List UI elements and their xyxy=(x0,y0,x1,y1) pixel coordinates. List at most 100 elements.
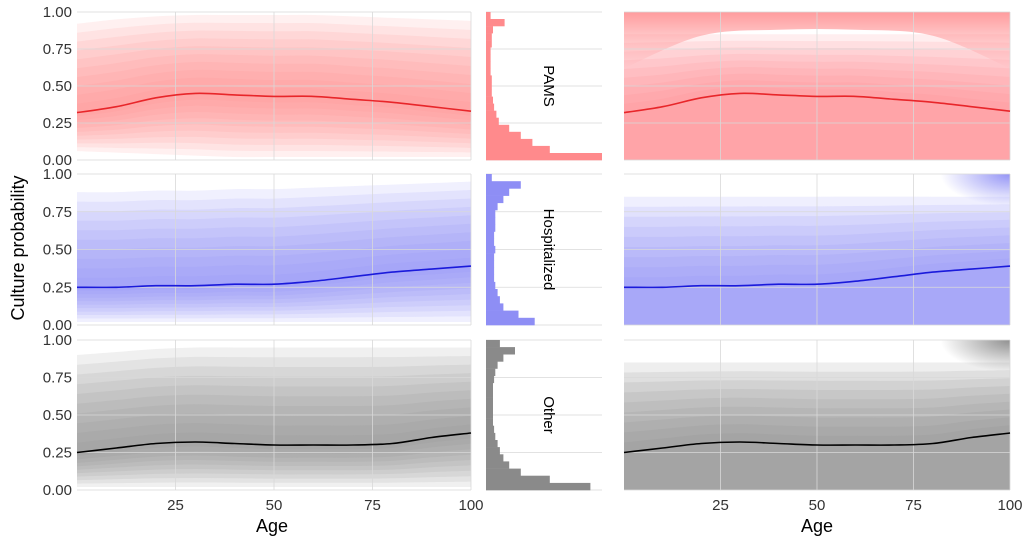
histogram-bar xyxy=(486,375,495,384)
histogram-bar xyxy=(486,224,496,232)
histogram-bar xyxy=(486,33,492,41)
histogram-bar xyxy=(486,447,500,455)
histogram-bar xyxy=(486,245,496,254)
y-tick-label: 0.25 xyxy=(43,115,72,132)
y-tick-label: 0.25 xyxy=(43,445,72,462)
gridlines xyxy=(77,11,472,161)
histogram-bar xyxy=(486,361,498,369)
y-tick-label: 0.75 xyxy=(43,204,72,221)
histogram-bar xyxy=(486,411,493,419)
gridlines xyxy=(624,173,1011,326)
y-tick-label: 1.00 xyxy=(43,4,72,21)
x-axis-title-right: Age xyxy=(801,516,833,536)
histogram-bar xyxy=(486,145,550,154)
histogram-bar xyxy=(486,390,493,398)
left-panel-other xyxy=(76,339,472,491)
right-panel-other xyxy=(623,339,1011,491)
histogram-bar xyxy=(486,238,495,247)
y-tick-label: 0.50 xyxy=(43,407,72,424)
histogram-bar xyxy=(486,289,498,297)
left-panel-pams xyxy=(76,11,472,161)
histogram-bar xyxy=(486,382,493,391)
y-tick-label: 0.50 xyxy=(43,78,72,95)
y-tick-label: 0.75 xyxy=(43,370,72,387)
histogram-bar xyxy=(486,174,492,182)
histogram-bar xyxy=(486,47,491,55)
histogram-bar xyxy=(486,188,510,196)
histogram-bar xyxy=(486,482,591,491)
corner-density xyxy=(894,340,1010,393)
histogram-bar xyxy=(486,267,495,275)
y-axis-title: Culture probability xyxy=(8,175,28,320)
histogram-bar xyxy=(486,440,498,448)
histogram-bar xyxy=(486,354,504,362)
histogram-bar xyxy=(486,61,491,69)
histogram-bar xyxy=(486,340,500,348)
histogram-bar xyxy=(486,40,492,48)
histogram-bar xyxy=(486,418,493,426)
x-tick-label-right: 75 xyxy=(905,497,922,514)
histogram-bar xyxy=(486,117,499,125)
x-tick-label-left: 75 xyxy=(364,497,381,514)
y-tick-label: 1.00 xyxy=(43,332,72,349)
histogram-bar xyxy=(486,138,533,147)
plot-layer: PAMS Hospitalized Other xyxy=(76,11,1011,491)
y-tick-label: 0.50 xyxy=(43,242,72,259)
mean-curve-other xyxy=(76,432,472,454)
y-tick-label: 0.00 xyxy=(43,152,72,169)
histogram-bar xyxy=(486,131,521,140)
gridlines xyxy=(624,339,1011,491)
histogram-bar xyxy=(486,110,497,118)
gridlines xyxy=(77,173,472,326)
histogram-bar xyxy=(486,281,496,290)
histogram-bar xyxy=(486,217,496,225)
gridlines xyxy=(624,11,1011,161)
histogram-bar xyxy=(486,68,491,76)
histogram-bar xyxy=(486,103,495,111)
right-panel-pams xyxy=(623,11,1011,161)
histogram-bar xyxy=(486,404,493,412)
x-axis-title-left: Age xyxy=(256,516,288,536)
mean-curve-pams xyxy=(76,92,472,114)
histogram-bar xyxy=(486,89,492,97)
histogram-bar xyxy=(486,19,505,27)
right-panel-hospitalized xyxy=(623,173,1011,326)
x-tick-label-left: 50 xyxy=(266,497,283,514)
histogram-bar xyxy=(486,210,496,218)
mean-curve-right-other xyxy=(623,432,1011,454)
histogram-bar xyxy=(486,397,493,405)
histogram-bar xyxy=(486,432,496,441)
histogram-pams: PAMS xyxy=(486,11,602,161)
strip-label-hospitalized: Hospitalized xyxy=(540,209,557,291)
gridlines xyxy=(77,339,472,491)
x-tick-label-left: 100 xyxy=(458,497,483,514)
histogram-bar xyxy=(486,12,491,20)
strip-label-other: Other xyxy=(540,396,557,434)
histogram-bar xyxy=(486,454,504,462)
histogram-bar xyxy=(486,75,492,83)
x-tick-label-right: 25 xyxy=(712,497,729,514)
histogram-bar xyxy=(486,54,491,62)
y-tick-label: 0.00 xyxy=(43,317,72,334)
histogram-bar xyxy=(486,231,495,239)
histogram-bar xyxy=(486,310,519,319)
x-tick-label-left: 25 xyxy=(167,497,184,514)
histogram-bar xyxy=(486,253,495,261)
histogram-bar xyxy=(486,475,550,484)
histogram-bar xyxy=(486,181,521,189)
histogram-bar xyxy=(486,202,498,211)
x-tick-label-right: 100 xyxy=(997,497,1022,514)
histogram-bar xyxy=(486,296,500,304)
histogram-bar xyxy=(486,82,492,90)
axis-layer: 0.000.250.500.751.000.000.250.500.751.00… xyxy=(43,4,1023,514)
mean-curve-right-hospitalized xyxy=(623,265,1011,289)
mean-curve-right-pams xyxy=(623,92,1011,114)
histogram-bar xyxy=(486,468,521,476)
strip-label-pams: PAMS xyxy=(540,65,557,106)
corner-density xyxy=(894,174,1010,227)
histogram-bar xyxy=(486,303,504,311)
histogram-bar xyxy=(486,461,510,469)
histogram-bar xyxy=(486,124,510,133)
histogram-bar xyxy=(486,96,493,104)
